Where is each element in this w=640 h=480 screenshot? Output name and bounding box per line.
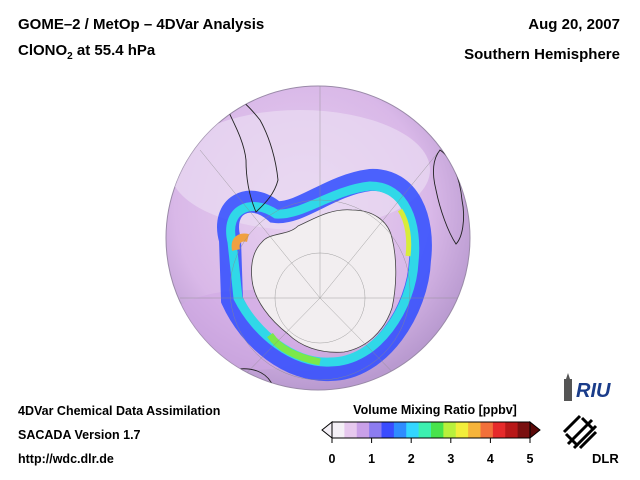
colorbar-tick-label: 3 [447,452,455,466]
africa [432,149,465,245]
colorbar-segment [443,422,457,438]
south-america [225,91,279,213]
colorbar-tick-label: 1 [368,452,376,466]
colorbar-segment [505,422,519,438]
colorbar-tick-label: 5 [526,452,534,466]
species-subscript: 2 [67,51,73,62]
colorbar-segment [468,422,481,438]
region-label: Southern Hemisphere [464,46,620,63]
riu-logo-text: RIU [576,380,611,402]
footer-line-1: 4DVar Chemical Data Assimilation [18,404,221,418]
colorbar-tick-label: 0 [328,452,336,466]
dlr-logo-mark [562,414,598,450]
colorbar-title: Volume Mixing Ratio [ppbv] [353,403,517,417]
species-label: ClONO2 at 55.4 hPa [18,42,155,62]
colorbar-right-arrow [529,420,541,440]
colorbar-segment [344,422,358,438]
colorbar-segment [393,422,407,438]
colorbar [321,420,541,443]
map-title: GOME–2 / MetOp – 4DVar Analysis [18,16,265,33]
colorbar-segment [406,422,420,438]
colorbar-segment [517,422,531,438]
colorbar-segment [492,422,506,438]
riu-logo: RIU [564,373,611,402]
species-name: ClONO [18,42,68,59]
colorbar-segment [381,422,395,438]
colorbar-segment [455,422,469,438]
antarctica [251,209,397,353]
dlr-logo-text: DLR [592,451,619,466]
pressure-level: at 55.4 hPa [72,42,156,59]
colorbar-tick-label: 4 [486,452,494,466]
colorbar-segment [480,422,494,438]
footer-line-2: SACADA Version 1.7 [18,428,141,442]
colorbar-segment [369,422,382,438]
colorbar-segment [332,422,345,438]
colorbar-segment [418,422,432,438]
colorbar-left-arrow [321,420,333,440]
colorbar-segment [356,422,370,438]
analysis-date: Aug 20, 2007 [528,16,620,33]
colorbar-tick-label: 2 [407,452,415,466]
colorbar-segment [431,422,444,438]
footer-url[interactable]: http://wdc.dlr.de [18,452,114,466]
